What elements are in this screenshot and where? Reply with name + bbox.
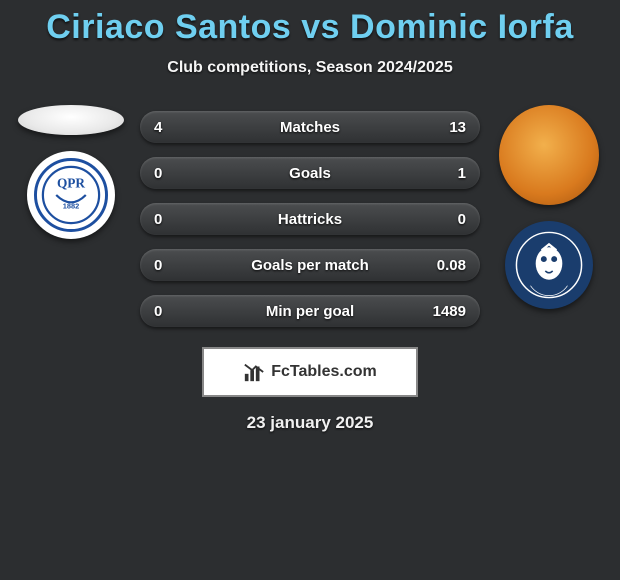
stat-left-value: 0 [154, 211, 162, 228]
stat-right-value: 0.08 [437, 257, 466, 274]
stat-left-value: 0 [154, 257, 162, 274]
left-column: QPR 1882 [16, 105, 126, 239]
date-text: 23 january 2025 [0, 413, 620, 433]
svg-text:QPR: QPR [57, 176, 85, 191]
stat-right-value: 1 [458, 165, 466, 182]
bar-chart-icon [243, 361, 265, 383]
stat-label: Hattricks [140, 211, 480, 228]
stat-label: Goals per match [140, 257, 480, 274]
stat-left-value: 4 [154, 119, 162, 136]
stat-label: Min per goal [140, 303, 480, 320]
stat-label: Matches [140, 119, 480, 136]
player-left-avatar [18, 105, 124, 135]
brand-text: FcTables.com [271, 363, 377, 381]
stat-row: 0 Goals per match 0.08 [140, 249, 480, 281]
stats-column: 4 Matches 13 0 Goals 1 0 Hattricks 0 0 G… [140, 105, 480, 327]
brand-watermark: FcTables.com [202, 347, 418, 397]
stat-row: 0 Hattricks 0 [140, 203, 480, 235]
stat-left-value: 0 [154, 303, 162, 320]
stat-label: Goals [140, 165, 480, 182]
stat-row: 0 Goals 1 [140, 157, 480, 189]
stat-right-value: 13 [449, 119, 466, 136]
club-right-badge [505, 221, 593, 309]
comparison-row: QPR 1882 4 Matches 13 0 Goals 1 0 Hattri… [0, 105, 620, 327]
qpr-crest-icon: QPR 1882 [34, 158, 108, 232]
club-left-badge: QPR 1882 [27, 151, 115, 239]
stat-right-value: 0 [458, 211, 466, 228]
stat-row: 0 Min per goal 1489 [140, 295, 480, 327]
stat-row: 4 Matches 13 [140, 111, 480, 143]
stat-right-value: 1489 [433, 303, 466, 320]
swfc-crest-icon [512, 228, 586, 302]
page-title: Ciriaco Santos vs Dominic Iorfa [0, 8, 620, 47]
player-right-avatar [499, 105, 599, 205]
svg-text:1882: 1882 [63, 201, 79, 210]
stat-left-value: 0 [154, 165, 162, 182]
right-column [494, 105, 604, 309]
subtitle: Club competitions, Season 2024/2025 [0, 59, 620, 77]
